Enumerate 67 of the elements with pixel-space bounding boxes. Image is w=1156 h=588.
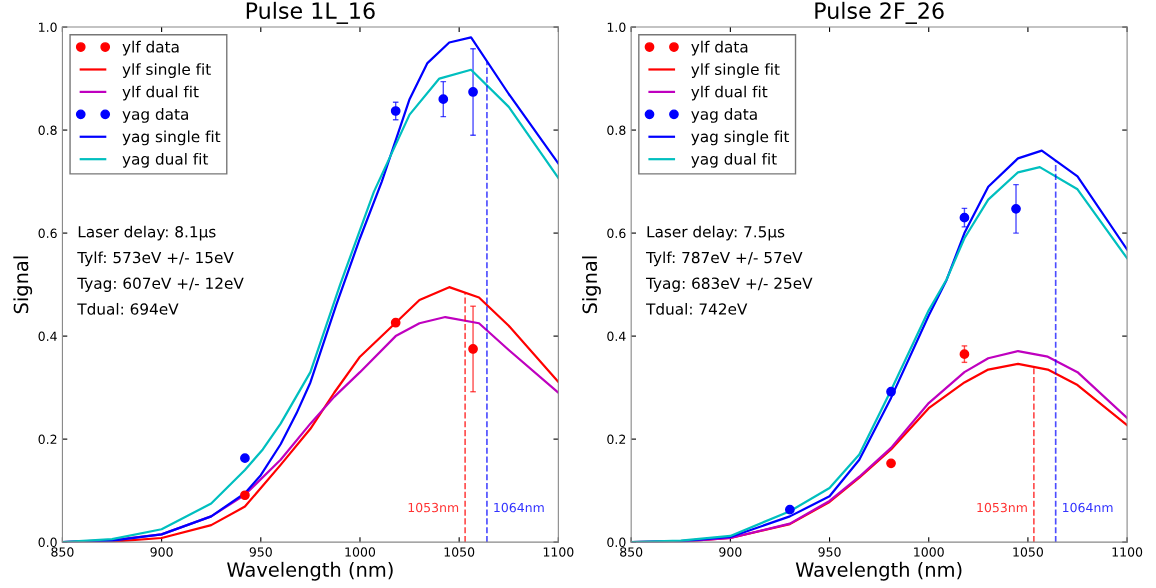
y-tick-label: 0.4	[607, 331, 626, 342]
x-tick-label: 1000	[345, 547, 376, 557]
point	[886, 458, 896, 469]
legend-label: ylf single fit	[122, 63, 211, 79]
x-tick-label: 1000	[914, 547, 944, 557]
x-tick-label: 850	[51, 547, 74, 557]
x-axis-title: Wavelength (nm)	[795, 561, 962, 581]
y-tick-label: 0.4	[38, 331, 57, 342]
point	[785, 504, 795, 515]
x-tick-label: 900	[719, 547, 742, 557]
x-tick-label: 1100	[543, 547, 574, 557]
point	[959, 212, 970, 223]
annotation: Tdual: 694eV	[77, 302, 179, 315]
ref-line-label: 1064nm	[494, 502, 544, 513]
y-tick-label: 0.6	[38, 228, 57, 239]
x-axis-title: Wavelength (nm)	[227, 561, 393, 581]
annotation: Tdual: 742eV	[646, 302, 748, 315]
y-axis-title: Signal	[13, 256, 33, 314]
annotation: Tyag: 683eV +/- 25eV	[646, 277, 813, 292]
point	[240, 490, 250, 501]
point	[886, 386, 896, 397]
point	[438, 94, 449, 105]
y-tick-label: 0.2	[38, 434, 57, 445]
annotation: Tylf: 573eV +/- 15eV	[77, 251, 234, 267]
point	[390, 106, 401, 116]
legend-label: ylf dual fit	[122, 85, 199, 101]
annotation: Tyag: 607eV +/- 12eV	[77, 277, 244, 292]
x-tick-label: 1050	[444, 547, 475, 557]
point	[468, 344, 478, 354]
chart-title: Pulse 1L_16	[246, 1, 375, 24]
annotation: Laser delay: 8.1μs	[78, 225, 216, 241]
y-tick-label: 1.0	[39, 22, 57, 32]
ref-line-label: 1064nm	[1063, 502, 1113, 513]
point	[468, 87, 478, 97]
legend-label: ylf data	[122, 40, 179, 56]
point	[959, 349, 970, 359]
legend-label: yag data	[691, 108, 757, 123]
x-tick-label: 1050	[1013, 547, 1043, 557]
legend-label: yag dual fit	[122, 152, 209, 168]
y-tick-label: 0.0	[607, 537, 626, 548]
y-tick-label: 0.0	[38, 537, 57, 548]
point	[240, 453, 250, 464]
annotation: Laser delay: 7.5μs	[647, 225, 785, 241]
ref-line-label: 1053nm	[977, 502, 1027, 513]
legend-label: yag dual fit	[691, 152, 777, 168]
annotation: Tylf: 787eV +/- 57eV	[646, 251, 803, 267]
x-tick-label: 950	[818, 547, 841, 557]
x-tick-label: 900	[150, 547, 173, 557]
x-tick-label: 850	[620, 547, 643, 557]
y-tick-label: 0.8	[38, 125, 57, 135]
point	[390, 317, 401, 328]
x-tick-label: 1100	[1112, 547, 1143, 557]
point	[1011, 204, 1021, 214]
x-tick-label: 950	[249, 547, 272, 557]
legend-label: yag single fit	[122, 130, 221, 146]
ref-line-label: 1053nm	[408, 502, 459, 513]
legend-label: yag data	[122, 108, 188, 123]
y-tick-label: 1.0	[607, 22, 626, 32]
y-axis-title: Signal	[582, 256, 601, 314]
y-tick-label: 0.6	[607, 228, 626, 239]
chart-title: Pulse 2F_26	[815, 1, 944, 24]
legend-label: ylf single fit	[691, 63, 780, 79]
legend-label: yag single fit	[691, 130, 790, 146]
y-tick-label: 0.8	[607, 125, 626, 135]
legend-label: ylf data	[691, 40, 748, 56]
y-tick-label: 0.2	[607, 434, 626, 445]
legend-label: ylf dual fit	[691, 85, 768, 101]
